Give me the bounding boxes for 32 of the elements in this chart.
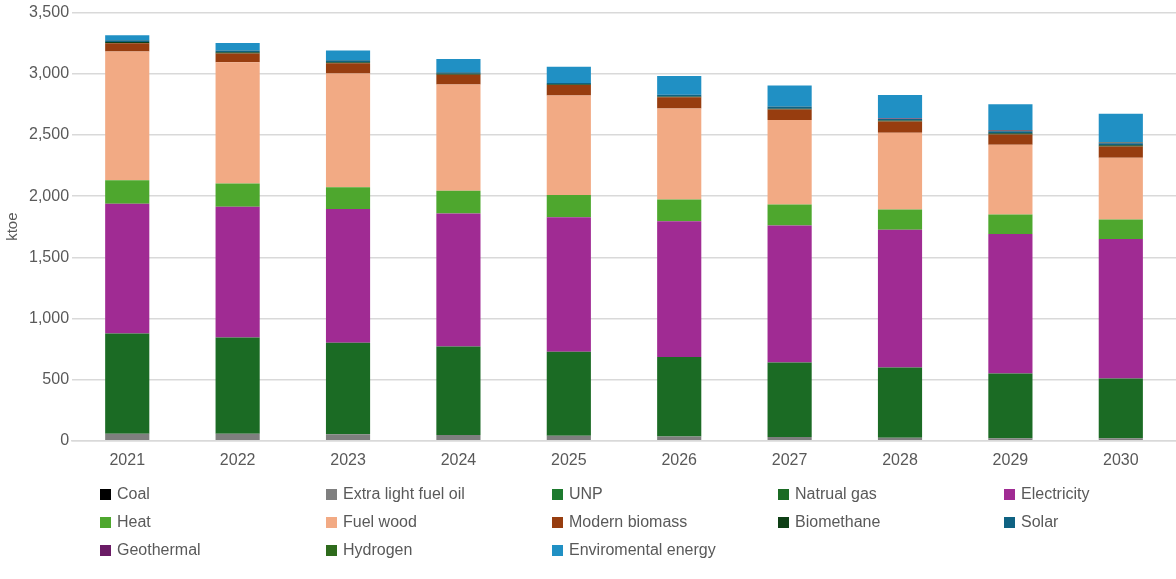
- x-tick-label: 2023: [330, 450, 366, 468]
- x-tick-label: 2022: [219, 450, 256, 468]
- y-tick-label: 1,000: [28, 308, 70, 326]
- legend-label: Extra light fuel oil: [343, 485, 465, 503]
- x-tick-label: 2024: [440, 450, 477, 468]
- legend-label: Modern biomass: [569, 513, 688, 531]
- legend-label: Electricity: [1021, 485, 1090, 503]
- x-tick-label: 2021: [109, 450, 146, 468]
- legend-label: Solar: [1021, 513, 1059, 531]
- y-axis-title: ktoe: [3, 212, 21, 241]
- legend-label: Coal: [117, 485, 150, 503]
- legend-label: Natrual gas: [795, 485, 877, 503]
- y-tick-label: 2,000: [28, 186, 70, 204]
- y-tick-label: 0: [60, 431, 70, 449]
- legend-label: Heat: [117, 513, 151, 531]
- legend-label: UNP: [569, 485, 603, 503]
- y-tick-label: 3,500: [28, 3, 70, 21]
- x-tick-label: 2026: [661, 450, 698, 468]
- y-tick-label: 2,500: [28, 125, 70, 143]
- x-tick-label: 2025: [551, 450, 587, 468]
- y-tick-label: 3,000: [28, 64, 70, 82]
- x-tick-label: 2030: [1103, 450, 1139, 468]
- legend-label: Biomethane: [795, 513, 881, 531]
- legend-label: Enviromental energy: [569, 541, 716, 559]
- legend-label: Fuel wood: [343, 513, 417, 531]
- x-tick-label: 2028: [882, 450, 918, 468]
- y-tick-label: 500: [42, 370, 70, 388]
- legend-label: Hydrogen: [343, 541, 413, 559]
- x-tick-label: 2029: [992, 450, 1029, 468]
- legend-label: Geothermal: [117, 541, 201, 559]
- y-tick-label: 1,500: [28, 247, 70, 265]
- x-tick-label: 2027: [771, 450, 808, 468]
